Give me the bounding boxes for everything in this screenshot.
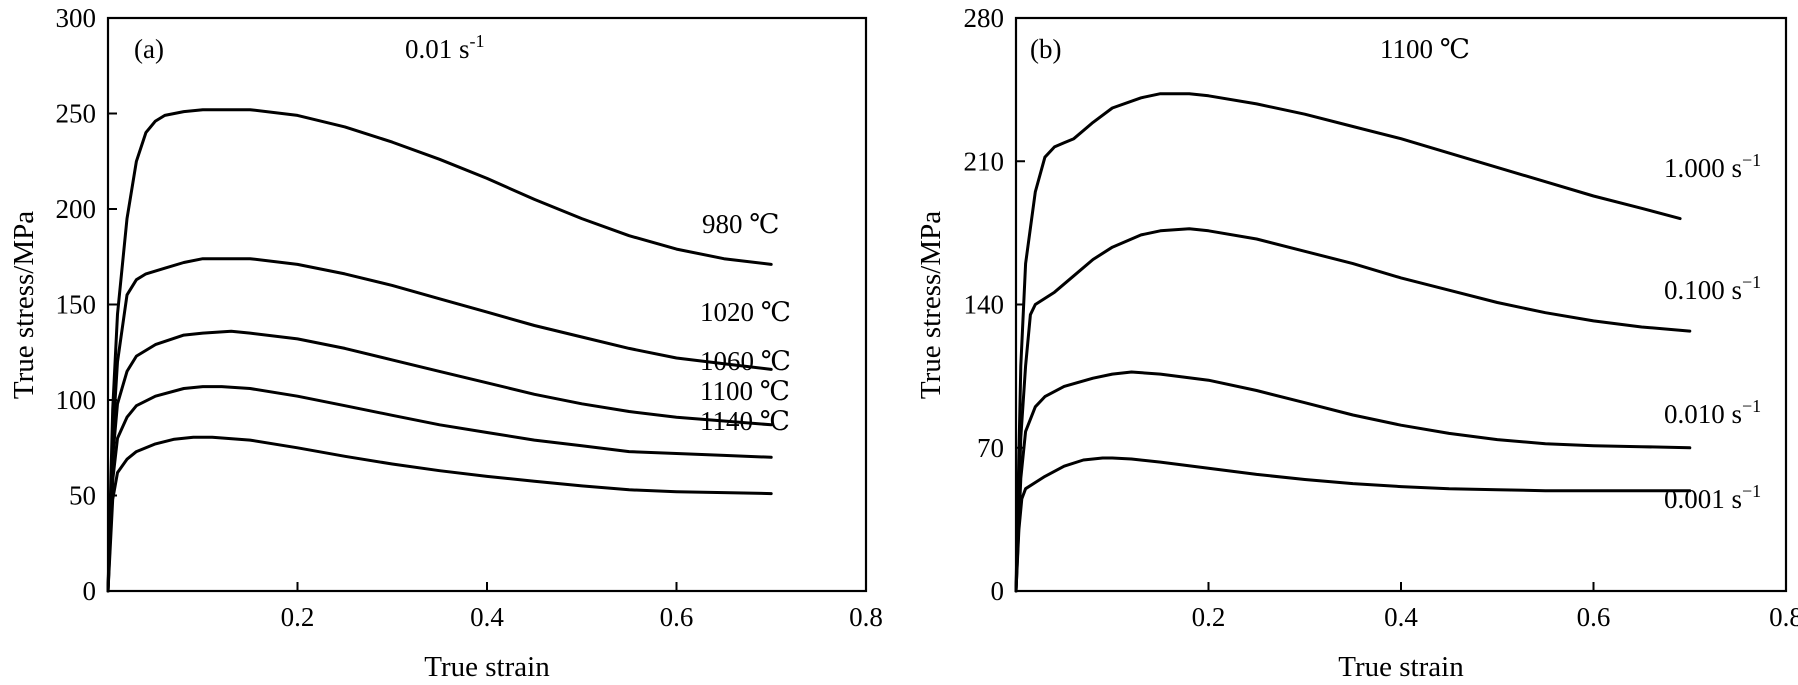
series-label: 0.010 s−1 (1664, 396, 1761, 429)
panel-a-x-axis-title: True strain (424, 651, 550, 683)
panel-a-label: (a) (134, 34, 164, 64)
y-tick-label: 140 (964, 290, 1005, 320)
x-tick-label: 0.4 (470, 602, 504, 632)
x-tick-label: 0.6 (660, 602, 694, 632)
y-tick-label: 250 (56, 99, 97, 129)
panel-b-x-axis-title: True strain (1338, 651, 1464, 683)
series-line (1014, 227, 1692, 593)
panel-a-ticks: 0.2 0.4 0.6 0.8 0 50 100 150 200 250 300 (56, 3, 883, 632)
y-tick-label: 0 (83, 576, 97, 606)
x-tick-label: 0.8 (849, 602, 883, 632)
y-tick-label: 200 (56, 194, 97, 224)
x-tick-label: 0.8 (1769, 602, 1798, 632)
panel-a-series (106, 108, 773, 593)
y-tick-label: 280 (964, 3, 1005, 33)
series-label: 0.001 s−1 (1664, 481, 1761, 514)
y-tick-label: 210 (964, 146, 1005, 176)
series-label: 1100 ℃ (700, 376, 790, 406)
panel-b-chart: 0.2 0.4 0.6 0.8 0 70 140 210 280 (b) 1100 ℃ True… (915, 3, 1798, 683)
series-label: 0.100 s−1 (1664, 272, 1761, 305)
series-line (106, 329, 773, 593)
panel-a-y-axis-title: True stress/MPa (8, 211, 40, 399)
panel-b-y-axis-title: True stress/MPa (915, 211, 947, 399)
series-line (1014, 456, 1692, 593)
panel-a-chart: 0.2 0.4 0.6 0.8 0 50 100 150 200 250 300 (a) 0.01 … (8, 3, 883, 683)
panel-a-condition: 0.01 s-1 (405, 31, 485, 64)
series-label: 980 ℃ (702, 209, 779, 239)
series-label: 1020 ℃ (700, 297, 791, 327)
panel-b-condition: 1100 ℃ (1380, 34, 1470, 64)
panel-b-ticks: 0.2 0.4 0.6 0.8 0 70 140 210 280 (964, 3, 1798, 632)
series-label: 1060 ℃ (700, 346, 791, 376)
y-tick-label: 100 (56, 385, 97, 415)
panel-b-series-labels: 1.000 s−1 0.100 s−1 0.010 s−1 0.001 s−1 (1664, 150, 1761, 514)
series-line (1014, 92, 1682, 593)
series-label: 1.000 s−1 (1664, 150, 1761, 183)
y-tick-label: 50 (69, 481, 96, 511)
panel-b-series (1014, 92, 1692, 593)
x-tick-label: 0.2 (1192, 602, 1226, 632)
series-line (106, 257, 773, 593)
y-tick-label: 150 (56, 290, 97, 320)
series-line (1014, 370, 1692, 593)
series-label: 1140 ℃ (700, 406, 790, 436)
panel-b-label: (b) (1030, 34, 1061, 64)
x-tick-label: 0.6 (1577, 602, 1611, 632)
y-tick-label: 300 (56, 3, 97, 33)
series-line (106, 108, 773, 593)
y-tick-label: 70 (977, 433, 1004, 463)
series-line (106, 435, 773, 593)
series-line (106, 385, 773, 593)
x-tick-label: 0.2 (281, 602, 315, 632)
y-tick-label: 0 (991, 576, 1005, 606)
x-tick-label: 0.4 (1384, 602, 1418, 632)
